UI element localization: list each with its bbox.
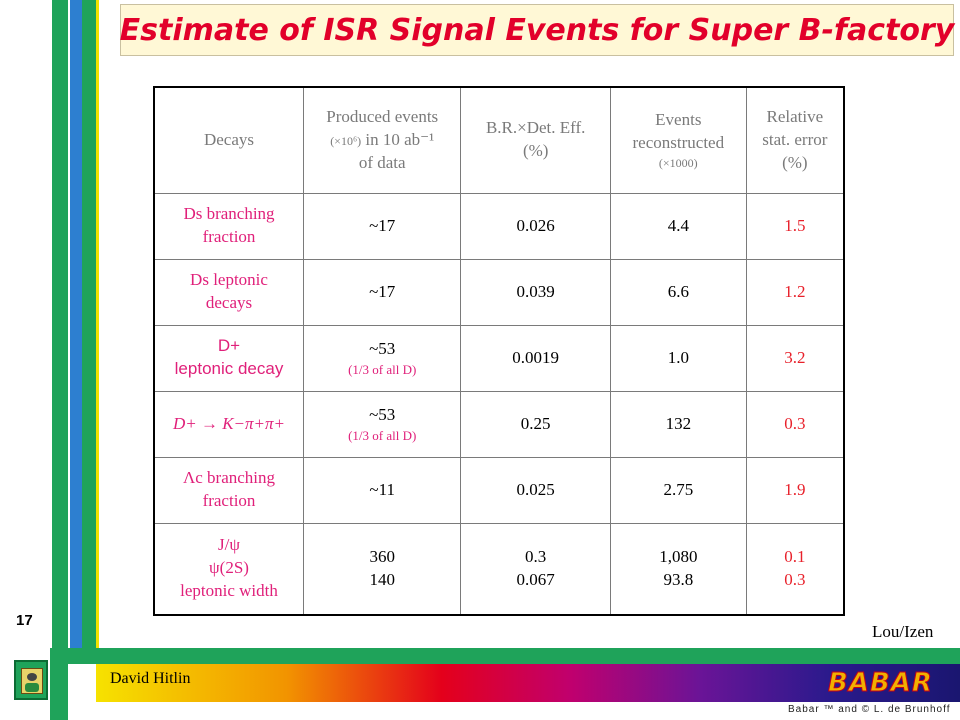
row6-produced: 360 140 [302,522,462,616]
row1-br: 0.026 [460,192,611,260]
table-row: Ds leptonic decays ~17 0.039 6.6 1.2 [153,258,845,326]
row6-br-2: 0.067 [516,569,555,589]
row3-error: 3.2 [745,324,845,392]
row2-produced: ~17 [302,258,462,326]
row3-produced-value: ~53 [369,338,396,358]
row4-br: 0.25 [460,390,611,458]
row3-produced: ~53 (1/3 of all D) [302,324,462,392]
header-rel-line1: Relative [766,106,824,126]
row5-br: 0.025 [460,456,611,524]
babar-mascot-icon [14,660,48,700]
title-banner: Estimate of ISR Signal Events for Super … [120,4,954,56]
row6-produced-2: 140 [369,569,395,589]
header-produced-line3: of data [358,152,406,172]
mascot-picture [21,668,43,694]
header-produced-line1: Produced events [326,106,439,126]
slide-number: 17 [16,612,33,629]
header-br: B.R.×Det. Eff. (%) [460,86,611,194]
row6-error-1: 0.1 [784,546,806,566]
row6-produced-1: 360 [369,546,395,566]
table-row: D+ leptonic decay ~53 (1/3 of all D) 0.0… [153,324,845,392]
row2-events: 6.6 [609,258,747,326]
table-row: J/ψ ψ(2S) leptonic width 360 140 0.3 0.0… [153,522,845,616]
left-yellow-bar [96,0,99,648]
row6-decay: J/ψ ψ(2S) leptonic width [153,522,304,616]
row5-error: 1.9 [745,456,845,524]
bottom-green-band [0,648,960,664]
header-decays-text: Decays [203,129,255,149]
row6-events-2: 93.8 [663,569,694,589]
row6-br-1: 0.3 [525,546,547,566]
logo-area [0,648,52,720]
header-produced-unit: (×10⁶) [330,133,362,148]
row4-produced-value: ~53 [369,404,396,424]
credit-text: Lou/Izen [872,622,934,641]
row3-br: 0.0019 [460,324,611,392]
row6-decay-line3: leptonic width [180,581,278,601]
row4-error: 0.3 [745,390,845,458]
row2-decay-line1: Ds leptonic [190,270,268,290]
row2-br: 0.039 [460,258,611,326]
row4-produced-note: (1/3 of all D) [348,427,417,443]
row1-decay-line2: fraction [202,227,256,246]
row4-produced: ~53 (1/3 of all D) [302,390,462,458]
left-green-bar [52,0,68,720]
row1-decay: Ds branching fraction [153,192,304,260]
row6-br: 0.3 0.067 [460,522,611,616]
row1-produced: ~17 [302,192,462,260]
left-bar-gap [68,0,70,648]
row3-produced-note: (1/3 of all D) [348,361,417,377]
row5-events: 2.75 [609,456,747,524]
header-br-line1: B.R.×Det. Eff. [485,118,586,138]
row6-error: 0.1 0.3 [745,522,845,616]
row4-events: 132 [609,390,747,458]
row6-decay-line1: J/ψ [218,535,240,555]
row2-decay: Ds leptonic decays [153,258,304,326]
header-produced-line2: in 10 ab⁻¹ [365,129,435,149]
header-rel-error: Relative stat. error (%) [745,86,845,194]
row1-decay-line1: Ds branching [183,204,275,224]
row5-decay: Λc branching fraction [153,456,304,524]
bottom-gradient-band [96,664,960,702]
row3-decay-line1: D+ [217,336,241,356]
header-rel-line3: (%) [782,152,808,172]
row4-decay: D+ → K−π+π+ [153,390,304,458]
row6-decay-line2: ψ(2S) [209,558,249,578]
header-br-line2: (%) [522,141,549,161]
header-events: Events reconstructed (×1000) [609,86,747,194]
header-rel-line2: stat. error [762,129,828,149]
header-produced: Produced events (×10⁶) in 10 ab⁻¹ of dat… [302,86,462,194]
row1-error: 1.5 [745,192,845,260]
row6-error-2: 0.3 [784,569,806,589]
row6-events: 1,080 93.8 [609,522,747,616]
row2-decay-line2: decays [205,293,253,312]
isr-signal-table: Decays Produced events (×10⁶) in 10 ab⁻¹… [153,86,845,616]
row5-decay-line2: fraction [202,491,256,510]
row1-events: 4.4 [609,192,747,260]
row2-error: 1.2 [745,258,845,326]
author-name: David Hitlin [110,670,191,687]
header-events-unit: (×1000) [658,156,698,171]
babar-logo: BABAR [828,668,933,699]
header-events-line1: Events [655,110,702,130]
left-blue-bar [70,0,82,648]
table-header-row: Decays Produced events (×10⁶) in 10 ab⁻¹… [153,86,845,194]
copyright-footnote: Babar ™ and © L. de Brunhoff [788,704,951,715]
table-row: Λc branching fraction ~11 0.025 2.75 1.9 [153,456,845,524]
page-title: Estimate of ISR Signal Events for Super … [119,12,955,48]
row3-decay-line2: leptonic decay [174,359,284,378]
row4-decay-formula: D+ → K−π+π+ [172,413,286,433]
table-row: Ds branching fraction ~17 0.026 4.4 1.5 [153,192,845,260]
row5-decay-line1: Λc branching [182,468,276,488]
header-events-line2: reconstructed [632,133,725,153]
row3-decay: D+ leptonic decay [153,324,304,392]
row5-produced: ~11 [302,456,462,524]
table-row: D+ → K−π+π+ ~53 (1/3 of all D) 0.25 132 … [153,390,845,458]
left-green-bar-inner [82,0,96,648]
row6-events-1: 1,080 [659,546,698,566]
row3-events: 1.0 [609,324,747,392]
header-decays: Decays [153,86,304,194]
